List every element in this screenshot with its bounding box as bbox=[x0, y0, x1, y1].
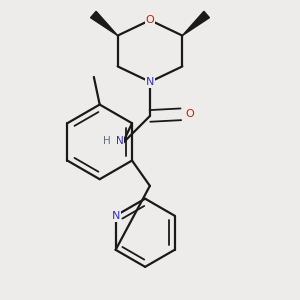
Text: O: O bbox=[185, 109, 194, 119]
Text: N: N bbox=[111, 211, 120, 221]
Text: N: N bbox=[116, 136, 124, 146]
Text: O: O bbox=[146, 15, 154, 25]
Polygon shape bbox=[91, 11, 118, 36]
Text: N: N bbox=[146, 77, 154, 87]
Text: H: H bbox=[103, 136, 111, 146]
Polygon shape bbox=[182, 11, 209, 36]
